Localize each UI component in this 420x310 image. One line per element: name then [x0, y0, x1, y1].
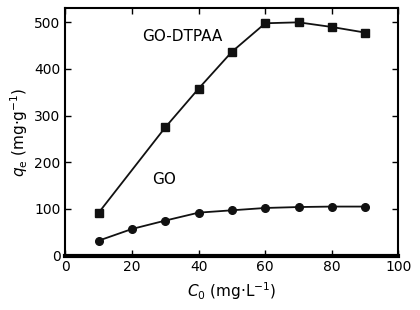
- X-axis label: $C_0$ (mg·L$^{-1}$): $C_0$ (mg·L$^{-1}$): [187, 280, 277, 302]
- Text: GO-DTPAA: GO-DTPAA: [142, 29, 222, 44]
- Y-axis label: $q_{\mathrm{e}}$ (mg·g$^{-1}$): $q_{\mathrm{e}}$ (mg·g$^{-1}$): [8, 87, 30, 177]
- Text: GO: GO: [152, 172, 176, 187]
